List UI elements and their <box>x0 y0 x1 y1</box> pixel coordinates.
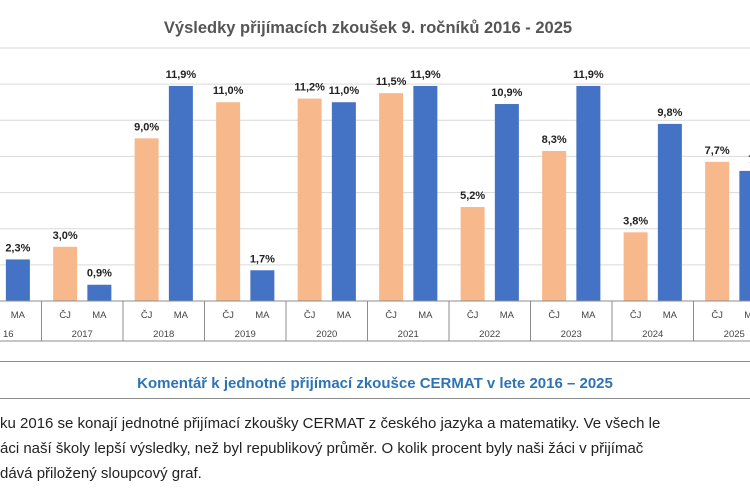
comment-title: Komentář k jednotné přijímací zkoušce CE… <box>137 375 613 392</box>
bar-2017-cj <box>53 246 78 301</box>
subject-tick-label: MA <box>92 310 107 321</box>
subject-tick-label: MA <box>500 310 515 321</box>
year-tick-label: 2025 <box>724 329 745 340</box>
subject-tick-label: ČJ <box>630 310 642 321</box>
data-label: 2,3% <box>5 242 30 254</box>
bars <box>5 85 750 302</box>
bar-2018-cj <box>134 138 159 301</box>
data-label: 11,9% <box>410 69 441 81</box>
bar-2019-ma <box>250 270 275 301</box>
data-label: 9,8% <box>657 107 682 119</box>
year-tick-label: 16 <box>3 329 14 340</box>
subject-tick-label: ČJ <box>385 310 397 321</box>
subject-tick-label: ČJ <box>59 310 71 321</box>
divider-top <box>0 361 750 362</box>
chart-panel: Výsledky přijímacích zkoušek 9. ročníků … <box>0 19 750 342</box>
year-tick-label: 2022 <box>479 329 500 340</box>
bar-2021-cj <box>379 93 404 301</box>
subject-tick-label: MA <box>744 310 750 321</box>
subject-tick-label: ČJ <box>141 310 153 321</box>
subject-tick-label: MA <box>255 310 270 321</box>
subject-tick-label: MA <box>581 310 596 321</box>
comment-line-3: dává přiložený sloupcový graf. <box>0 465 202 482</box>
bar-2024-ma <box>657 123 682 302</box>
bar-2024-cj <box>623 232 648 301</box>
comment-line-2: áci naší školy lepší výsledky, než byl r… <box>0 440 644 457</box>
subject-tick-label: ČJ <box>304 310 316 321</box>
subject-tick-label: MA <box>663 310 678 321</box>
data-label: 0,9% <box>87 268 112 280</box>
year-tick-label: 2017 <box>72 329 93 340</box>
bar-2022-cj <box>460 207 485 301</box>
x-axis: MA ČJ MA ČJ MA ČJ MA ČJ MA ČJ MA ČJ MA ČJ MA ČJ MA ČJ MA 16… <box>0 300 750 342</box>
subject-tick-label: MA <box>11 310 26 321</box>
bar-2022-ma <box>494 104 519 302</box>
subject-tick-label: ČJ <box>711 310 723 321</box>
divider-bottom <box>0 398 750 399</box>
data-label: 9,0% <box>134 121 159 133</box>
data-label: 3,0% <box>53 230 78 242</box>
subject-tick-label: MA <box>418 310 433 321</box>
chart-title: Výsledky přijímacích zkoušek 9. ročníků … <box>164 19 572 37</box>
data-label: 11,5% <box>376 76 407 88</box>
bar-chart: Výsledky přijímacích zkoušek 9. ročníků … <box>0 19 750 342</box>
bar-2023-ma <box>576 85 601 301</box>
bar-2018-ma <box>168 85 193 301</box>
subject-tick-label: ČJ <box>467 310 479 321</box>
subject-tick-label: MA <box>337 310 352 321</box>
data-label: 11,9% <box>573 69 604 81</box>
year-tick-label: 2019 <box>235 329 256 340</box>
data-label: 7 <box>748 154 750 166</box>
bar-2025-cj <box>705 161 730 301</box>
bar-2019-cj <box>216 102 241 301</box>
subject-tick-label: ČJ <box>222 310 234 321</box>
year-tick-label: 2023 <box>561 329 582 340</box>
bar-16-ma <box>5 259 30 301</box>
data-label: 11,0% <box>213 85 244 97</box>
data-label: 11,0% <box>329 85 360 97</box>
subject-tick-label: ČJ <box>548 310 560 321</box>
data-label: 8,3% <box>542 134 567 146</box>
data-label: 7,7% <box>705 145 730 157</box>
bar-2021-ma <box>413 85 438 301</box>
year-tick-label: 2021 <box>398 329 419 340</box>
bar-2017-ma <box>87 284 112 301</box>
data-label: 1,7% <box>250 253 275 265</box>
data-label: 11,9% <box>166 69 197 81</box>
data-label: 5,2% <box>460 190 485 202</box>
comment-line-1: ku 2016 se konají jednotné přijímací zko… <box>0 415 661 432</box>
data-label: 3,8% <box>623 215 648 227</box>
year-tick-label: 2020 <box>316 329 337 340</box>
gridlines <box>0 47 750 266</box>
bar-2023-cj <box>542 151 567 301</box>
year-tick-label: 2024 <box>642 329 663 340</box>
subject-tick-label: MA <box>174 310 189 321</box>
bar-2020-ma <box>331 102 356 301</box>
data-label: 10,9% <box>491 87 522 99</box>
data-labels: 2,3% 3,0% 0,9% 9,0% 11,9% 11,0% 1,7% 11,2% 11,0%… <box>5 69 750 280</box>
data-label: 11,2% <box>294 82 325 94</box>
bar-2025-ma <box>739 170 750 301</box>
bar-2020-cj <box>297 98 322 301</box>
year-tick-label: 2018 <box>153 329 174 340</box>
